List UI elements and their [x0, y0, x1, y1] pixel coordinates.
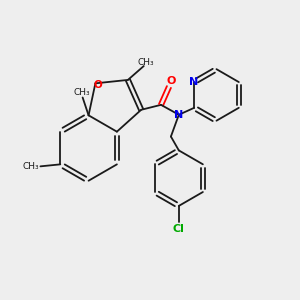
Text: CH₃: CH₃ [22, 162, 39, 171]
Text: CH₃: CH₃ [137, 58, 154, 67]
Text: Cl: Cl [173, 224, 185, 234]
Text: O: O [94, 80, 103, 90]
Text: CH₃: CH₃ [73, 88, 90, 97]
Text: N: N [174, 110, 184, 120]
Text: O: O [166, 76, 176, 86]
Text: N: N [189, 77, 198, 87]
